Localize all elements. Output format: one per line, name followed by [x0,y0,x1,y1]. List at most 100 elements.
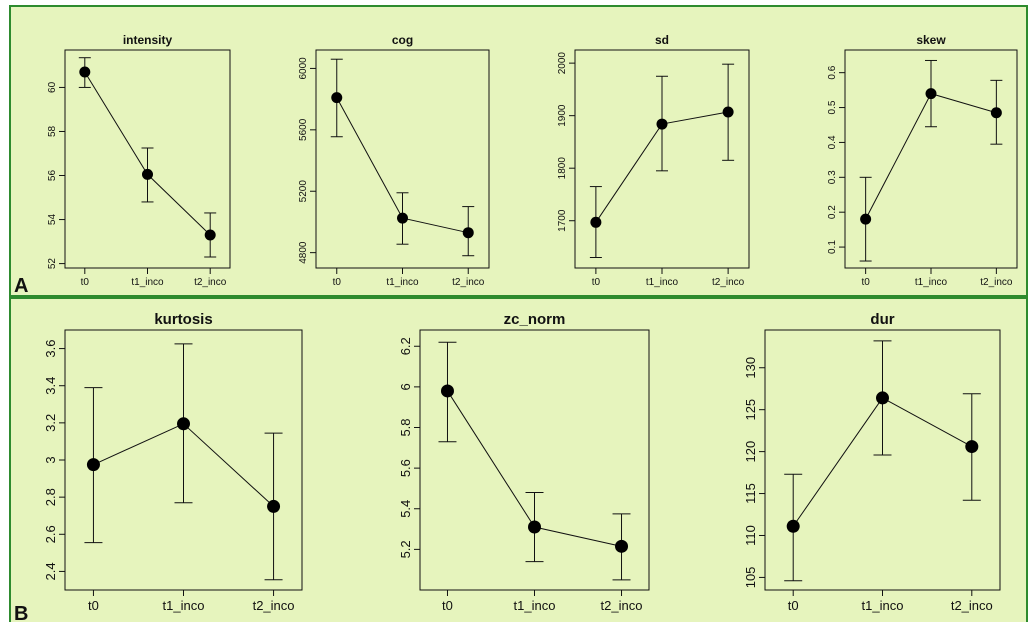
x-tick-label: t2_inco [951,598,993,613]
data-point [397,212,408,224]
y-tick-label: 3.6 [43,340,58,358]
y-tick-label: 0.2 [827,205,838,219]
data-point [786,519,800,533]
y-tick-label: 60 [47,81,58,93]
data-point [876,391,889,405]
x-tick-label: t0 [592,277,601,288]
x-tick-label: t1_inco [915,277,948,288]
data-point [440,384,454,398]
y-tick-label: 5600 [298,118,309,141]
chart-title: cog [392,33,413,47]
y-tick-label: 3 [43,456,58,463]
chart-kurtosis: kurtosis 2.4 2.6 2.8 3 3.2 3.4 3.6 t0 t1_inco t2_i… [43,311,303,613]
y-tick-label: 6 [398,383,413,390]
y-tick-label: 0.4 [827,135,838,149]
data-point [204,229,216,241]
data-point [142,168,153,180]
x-tick-label: t2_inco [452,277,485,288]
y-tick-label: 2.8 [43,488,58,506]
panel-label-a: A [14,275,29,297]
y-tick-label: 54 [47,214,58,226]
data-point [528,520,541,534]
x-tick-label: t0 [81,277,90,288]
x-tick-label: t0 [88,598,99,613]
y-tick-label: 3.2 [43,414,58,432]
data-point [331,92,343,104]
chart-sd: sd 1700 1800 1900 2000 t0 t1_inco t2_inco [557,33,750,288]
y-tick-label: 0.5 [827,100,838,114]
y-tick-label: 5.6 [398,459,413,477]
x-tick-label: t1_inco [386,277,419,288]
x-tick-label: t0 [442,598,453,613]
data-point [965,440,979,454]
chart-cog: cog 4800 5200 5600 6000 t0 t1_inco t2_inco [298,33,490,288]
data-point [86,458,100,472]
chart-title: kurtosis [154,311,212,328]
x-tick-label: t1_inco [862,598,904,613]
chart-title: dur [870,311,894,328]
data-point [860,213,872,225]
y-tick-label: 105 [743,567,758,589]
x-tick-label: t0 [861,277,870,288]
chart-skew: skew 0.1 0.2 0.3 0.4 0.5 0.6 t0 t1_inco t2_inco [827,33,1018,288]
chart-title: intensity [123,33,173,47]
y-tick-label: 110 [743,525,758,546]
data-point [615,539,629,553]
row-b-background [9,297,1028,622]
y-tick-label: 1900 [557,104,568,127]
chart-intensity: intensity 52 54 56 58 60 t0 t1_inco t2_inco [47,33,231,288]
y-tick-label: 5.2 [398,540,413,558]
data-point [79,66,91,78]
chart-title: skew [916,33,946,47]
y-tick-label: 2000 [557,52,568,75]
x-tick-label: t0 [333,277,342,288]
x-tick-label: t0 [788,598,799,613]
x-tick-label: t1_inco [131,277,164,288]
y-tick-label: 130 [743,357,758,379]
y-tick-label: 4800 [298,241,309,264]
data-point [462,227,474,239]
data-point [590,216,602,228]
y-tick-label: 0.6 [827,65,838,79]
chart-zc_norm: zc_norm 5.2 5.4 5.6 5.8 6 6.2 t0 t1_inco t2_inco [398,311,650,613]
y-tick-label: 1800 [557,157,568,180]
y-tick-label: 0.3 [827,170,838,184]
chart-title: zc_norm [504,311,566,328]
y-tick-label: 125 [743,399,758,421]
x-tick-label: t2_inco [601,598,643,613]
y-tick-label: 1700 [557,209,568,232]
y-tick-label: 5.8 [398,418,413,436]
y-tick-label: 0.1 [827,240,838,254]
x-tick-label: t2_inco [712,277,745,288]
y-tick-label: 56 [47,170,58,182]
data-point [722,106,734,118]
data-point [267,499,281,513]
data-point [990,107,1002,119]
panel-label-b: B [14,603,29,625]
x-tick-label: t1_inco [514,598,556,613]
y-tick-label: 120 [743,441,758,463]
row-a-background [9,5,1028,297]
x-tick-label: t1_inco [163,598,205,613]
data-point [656,118,668,130]
x-tick-label: t1_inco [646,277,679,288]
data-point [177,417,190,431]
y-tick-label: 6.2 [398,337,413,355]
chart-dur: dur 105 110 115 120 125 130 t0 t1_inco t2_inco [743,311,1001,613]
chart-title: sd [655,33,669,47]
y-tick-label: 5.4 [398,500,413,518]
y-tick-label: 58 [47,125,58,137]
y-tick-label: 6000 [298,57,309,80]
y-tick-label: 3.4 [43,377,58,395]
data-point [925,88,937,100]
y-tick-label: 2.6 [43,525,58,543]
x-tick-label: t2_inco [194,277,227,288]
y-tick-label: 115 [743,483,758,504]
x-tick-label: t2_inco [253,598,295,613]
y-tick-label: 5200 [298,180,309,203]
x-tick-label: t2_inco [980,277,1013,288]
y-tick-label: 52 [47,258,58,270]
y-tick-label: 2.4 [43,562,58,580]
